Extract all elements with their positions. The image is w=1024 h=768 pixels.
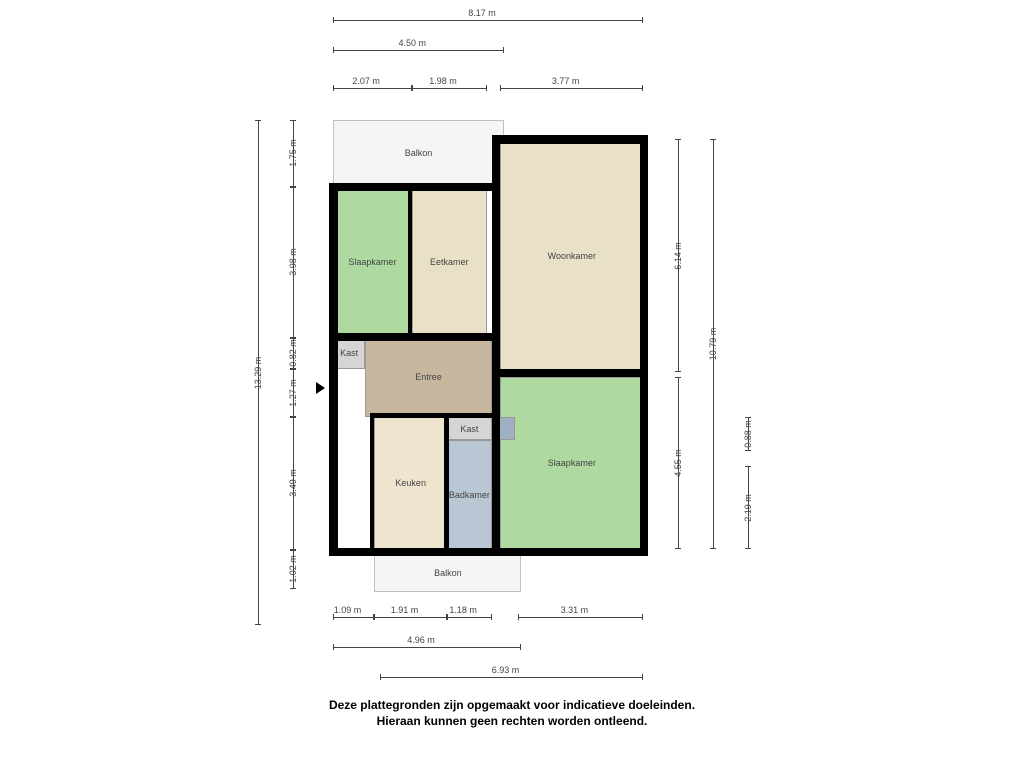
dim-label: 13.29 m bbox=[253, 353, 263, 393]
dim-label: 1.98 m bbox=[429, 76, 457, 86]
dim-label: 3.49 m bbox=[288, 463, 298, 503]
dim-label: 3.77 m bbox=[552, 76, 580, 86]
wall-11 bbox=[444, 413, 449, 550]
dim-label: 6.14 m bbox=[673, 236, 683, 276]
dim-label: 2.07 m bbox=[352, 76, 380, 86]
wall-0 bbox=[329, 183, 337, 555]
dim-label: 1.75 m bbox=[288, 133, 298, 173]
dim-label: 2.19 m bbox=[743, 488, 753, 528]
room-kast-2: Kast bbox=[447, 417, 492, 440]
dim-label: 1.91 m bbox=[391, 605, 419, 615]
room-label-slaapkamer-1: Slaapkamer bbox=[348, 257, 396, 267]
room-label-slaapkamer-2: Slaapkamer bbox=[548, 458, 596, 468]
disclaimer-line2: Hieraan kunnen geen rechten worden ontle… bbox=[0, 713, 1024, 729]
room-keuken: Keuken bbox=[374, 417, 447, 550]
dim-label: 10.79 m bbox=[708, 324, 718, 364]
dim-label: 6.93 m bbox=[492, 665, 520, 675]
dim-label: 1.27 m bbox=[288, 373, 298, 413]
room-badkamer: Badkamer bbox=[447, 440, 492, 550]
room-label-badkamer: Badkamer bbox=[449, 490, 490, 500]
dim-label: 1.02 m bbox=[288, 549, 298, 589]
wall-9 bbox=[408, 187, 412, 333]
entry-marker bbox=[316, 382, 325, 394]
room-balkon-bottom: Balkon bbox=[374, 553, 521, 592]
dim-label: 1.09 m bbox=[334, 605, 362, 615]
dim-label: 8.17 m bbox=[468, 8, 496, 18]
dim-label: 4.96 m bbox=[407, 635, 435, 645]
disclaimer-line1: Deze plattegronden zijn opgemaakt voor i… bbox=[0, 697, 1024, 713]
wall-5 bbox=[329, 333, 496, 341]
dim-label: 3.31 m bbox=[561, 605, 589, 615]
dim-label: 0.82 m bbox=[288, 333, 298, 373]
wall-12 bbox=[370, 413, 494, 418]
room-slaapkamer-1: Slaapkamer bbox=[333, 187, 412, 338]
dim-label: 0.88 m bbox=[743, 414, 753, 454]
wall-4 bbox=[492, 135, 648, 143]
disclaimer: Deze plattegronden zijn opgemaakt voor i… bbox=[0, 697, 1024, 729]
room-label-woonkamer: Woonkamer bbox=[548, 251, 596, 261]
dim-label: 3.98 m bbox=[288, 242, 298, 282]
room-label-kast-1: Kast bbox=[340, 348, 358, 358]
wall-1 bbox=[492, 135, 500, 553]
room-balkon-top: Balkon bbox=[333, 120, 504, 187]
wall-7 bbox=[329, 548, 496, 556]
room-label-balkon-top: Balkon bbox=[405, 148, 433, 158]
room-label-keuken: Keuken bbox=[395, 478, 426, 488]
room-label-entree: Entree bbox=[415, 372, 442, 382]
floorplan-canvas: Balkon Slaapkamer Eetkamer Woonkamer Kast Ent… bbox=[0, 0, 1024, 768]
wall-6 bbox=[492, 369, 648, 377]
room-kast-1: Kast bbox=[333, 338, 365, 369]
wall-8 bbox=[492, 548, 648, 556]
room-woonkamer: Woonkamer bbox=[500, 139, 643, 372]
room-eetkamer: Eetkamer bbox=[412, 187, 487, 338]
dim-label: 1.18 m bbox=[449, 605, 477, 615]
dim-label: 4.55 m bbox=[673, 443, 683, 483]
room-label-balkon-bottom: Balkon bbox=[434, 568, 462, 578]
wall-10 bbox=[370, 413, 375, 550]
room-label-eetkamer: Eetkamer bbox=[430, 257, 469, 267]
room-entree: Entree bbox=[365, 338, 492, 417]
wall-3 bbox=[329, 183, 496, 191]
room-slaapkamer-2: Slaapkamer bbox=[500, 377, 643, 550]
dim-label: 4.50 m bbox=[399, 38, 427, 48]
wall-2 bbox=[640, 135, 648, 553]
room-label-kast-2: Kast bbox=[460, 424, 478, 434]
